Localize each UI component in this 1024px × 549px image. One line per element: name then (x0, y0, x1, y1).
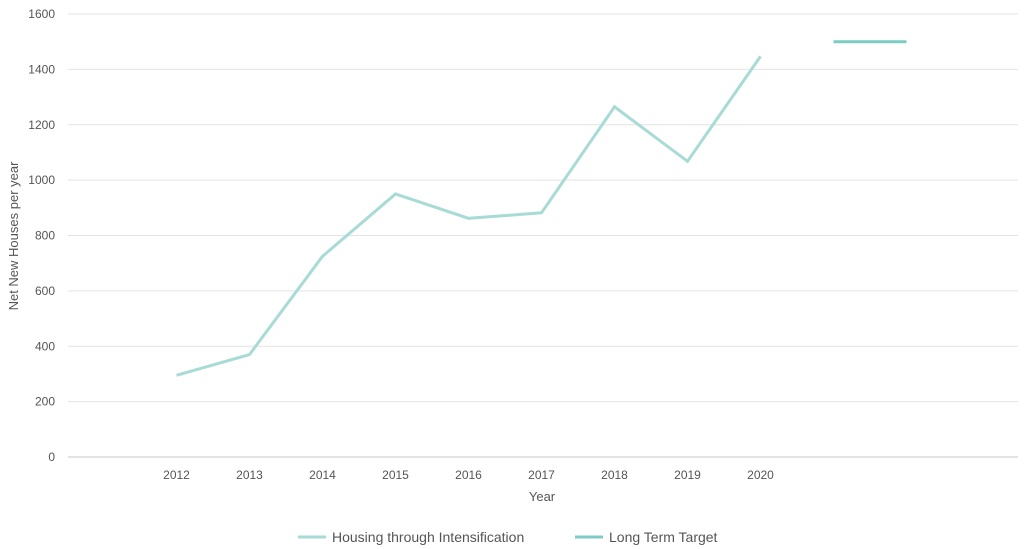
y-tick-label: 1400 (28, 62, 55, 76)
y-tick-label: 800 (35, 229, 55, 243)
y-tick-label: 1600 (28, 7, 55, 21)
series-line-0 (176, 55, 762, 377)
y-axis-ticks: 0 200 400 600 800 1000 1200 1400 1600 (28, 7, 55, 464)
legend-label: Long Term Target (609, 529, 718, 545)
x-tick-label: 2016 (455, 468, 482, 482)
x-tick-label: 2015 (382, 468, 409, 482)
x-tick-label: 2018 (601, 468, 628, 482)
y-tick-label: 200 (35, 395, 55, 409)
legend-label: Housing through Intensification (332, 529, 524, 545)
legend: Housing through Intensification Long Term… (298, 529, 718, 545)
y-tick-label: 1200 (28, 118, 55, 132)
y-tick-label: 400 (35, 339, 55, 353)
x-axis-ticks: 2012 2013 2014 2015 2016 2017 2018 2019 2020 (163, 468, 774, 482)
x-tick-label: 2020 (747, 468, 774, 482)
x-axis-title: Year (529, 489, 556, 504)
y-axis-title: Net New Houses per year (6, 161, 21, 311)
x-tick-label: 2013 (236, 468, 263, 482)
x-tick-label: 2012 (163, 468, 190, 482)
gridlines (68, 13, 1018, 458)
series-lines (176, 40, 907, 377)
x-tick-label: 2017 (528, 468, 555, 482)
x-tick-label: 2014 (309, 468, 336, 482)
x-tick-label: 2019 (674, 468, 701, 482)
y-tick-label: 0 (48, 450, 55, 464)
y-tick-label: 600 (35, 284, 55, 298)
y-tick-label: 1000 (28, 173, 55, 187)
